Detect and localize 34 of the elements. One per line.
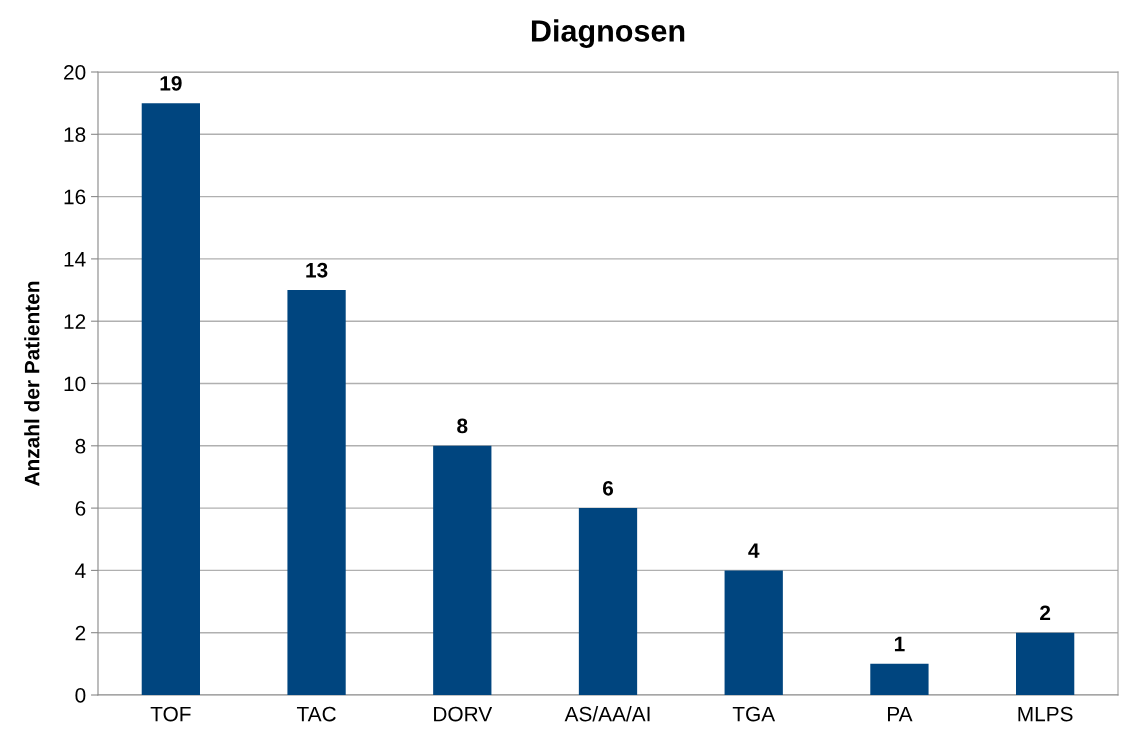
y-tick-label: 4 [75, 563, 86, 578]
data-label: 19 [160, 75, 182, 91]
y-tick-label: 20 [64, 65, 86, 80]
y-tick-label: 16 [64, 189, 86, 205]
y-tick-label: 10 [64, 376, 86, 392]
y-tick-label: 2 [75, 625, 86, 641]
data-label: 4 [748, 543, 760, 558]
data-label: 1 [894, 636, 905, 652]
data-label: 2 [1040, 605, 1051, 621]
x-tick-label: MLPS [1018, 706, 1073, 722]
y-tick-label: 18 [64, 127, 86, 143]
data-label: 6 [602, 480, 614, 496]
bar [870, 663, 929, 695]
y-tick-label: 0 [75, 688, 86, 703]
data-label: 13 [306, 262, 328, 278]
y-tick-label: 6 [75, 501, 86, 516]
bar [141, 103, 200, 695]
data-label: 8 [457, 418, 468, 434]
chart-title: Diagnosen [531, 19, 685, 48]
bar [578, 508, 638, 695]
x-tick-label: DORV [434, 706, 493, 722]
bar [724, 570, 783, 695]
bar [287, 290, 346, 695]
y-axis-title: Anzahl der Patienten [24, 281, 40, 486]
y-tick-label: 12 [64, 314, 86, 329]
y-tick-label: 8 [75, 438, 86, 454]
bar [433, 445, 492, 695]
bar [1016, 632, 1075, 695]
x-tick-label: AS/AA/AI [564, 706, 650, 722]
y-tick-label: 14 [64, 252, 86, 267]
x-tick-label: TAC [296, 706, 336, 722]
x-tick-label: TGA [732, 706, 776, 722]
x-tick-label: PA [888, 706, 913, 722]
x-tick-label: TOF [150, 706, 191, 722]
